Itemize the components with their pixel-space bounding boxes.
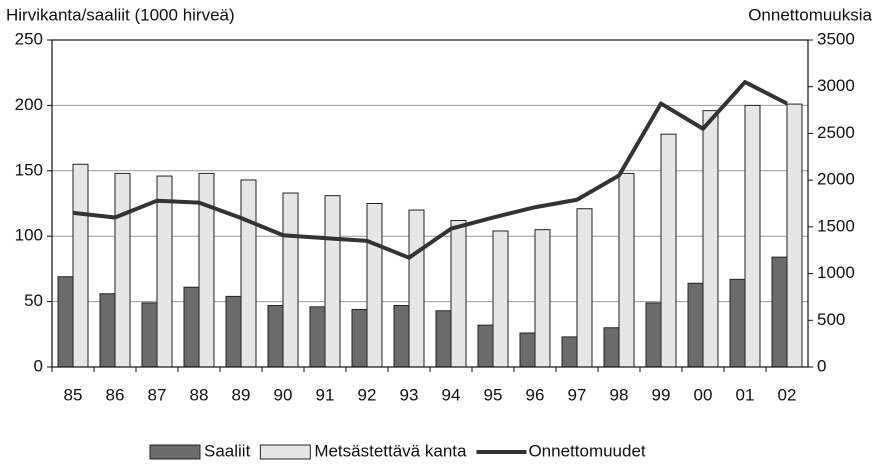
bar [393, 305, 410, 368]
bar [687, 282, 704, 368]
bar [576, 208, 593, 368]
legend-label: Saaliit [204, 441, 251, 460]
x-tick-label: 89 [232, 385, 251, 404]
bar [57, 276, 74, 368]
bar [519, 332, 536, 368]
x-tick-label: 94 [442, 385, 461, 404]
y2-tick-label: 500 [817, 310, 845, 329]
x-tick-label: 93 [400, 385, 419, 404]
x-tick-label: 92 [358, 385, 377, 404]
legend-swatch [149, 444, 201, 460]
x-tick-label: 88 [190, 385, 209, 404]
bar [660, 133, 677, 368]
x-tick-label: 95 [484, 385, 503, 404]
bar [450, 220, 467, 368]
x-tick-label: 01 [736, 385, 755, 404]
bar [156, 175, 173, 368]
bar [282, 192, 299, 368]
y2-tick-label: 3500 [817, 29, 855, 48]
bar [492, 230, 509, 368]
y-axis-title: Hirvikanta/saaliit (1000 hirveä) [6, 5, 235, 24]
bar [618, 172, 635, 368]
y2-tick-label: 0 [817, 356, 826, 375]
y-tick-label: 100 [15, 226, 43, 245]
x-tick-label: 86 [106, 385, 125, 404]
bar [99, 293, 116, 368]
x-tick-label: 96 [526, 385, 545, 404]
y2-tick-label: 1500 [817, 216, 855, 235]
bar [729, 278, 746, 368]
bar [702, 110, 719, 368]
y-tick-label: 250 [15, 29, 43, 48]
y-tick-label: 200 [15, 95, 43, 114]
x-tick-label: 02 [778, 385, 797, 404]
bar [786, 103, 803, 368]
bar [645, 302, 662, 368]
bar [477, 324, 494, 368]
y2-axis-title: Onnettomuuksia [748, 5, 872, 24]
bar [603, 327, 620, 368]
x-tick-label: 97 [568, 385, 587, 404]
bar [534, 229, 551, 368]
bar [267, 305, 284, 368]
bar [408, 209, 425, 368]
bar [435, 310, 452, 368]
y2-tick-label: 2000 [817, 170, 855, 189]
y-tick-label: 150 [15, 160, 43, 179]
line [72, 80, 788, 260]
bar [324, 195, 341, 368]
bar [744, 104, 761, 368]
legend-label: Onnettomuudet [528, 441, 645, 460]
x-tick-label: 98 [610, 385, 629, 404]
bar [366, 203, 383, 368]
bar [114, 172, 131, 368]
bar [240, 179, 257, 368]
x-tick-label: 00 [694, 385, 713, 404]
y2-tick-label: 3000 [817, 76, 855, 95]
y-tick-label: 50 [24, 291, 43, 310]
bar [561, 336, 578, 368]
y-tick-label: 0 [34, 356, 43, 375]
bar [225, 295, 242, 368]
legend-swatch [259, 444, 311, 460]
legend-label: Metsästettävä kanta [314, 441, 467, 460]
y2-tick-label: 1000 [817, 263, 855, 282]
bar [141, 302, 158, 368]
y2-tick-label: 2500 [817, 123, 855, 142]
x-tick-label: 91 [316, 385, 335, 404]
bar [771, 256, 788, 368]
bar [72, 163, 89, 368]
bar [183, 286, 200, 368]
bar [309, 306, 326, 368]
plot-frame [51, 39, 809, 368]
x-tick-label: 99 [652, 385, 671, 404]
x-tick-label: 87 [148, 385, 167, 404]
x-tick-label: 90 [274, 385, 293, 404]
x-tick-label: 85 [64, 385, 83, 404]
bar [351, 308, 368, 368]
